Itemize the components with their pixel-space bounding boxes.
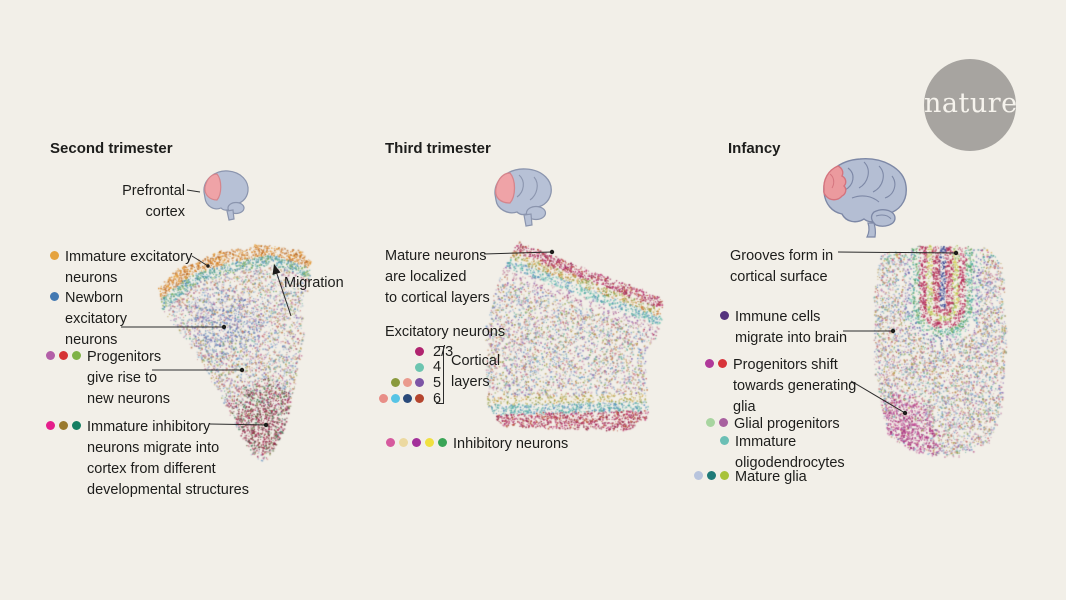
legend-dot [50, 292, 59, 301]
grooves-label: Grooves form in cortical surface [730, 248, 834, 286]
legend-item-mature-glia: Mature glia [694, 467, 807, 488]
legend-item-inhibitory-neurons: Inhibitory neurons [386, 434, 568, 455]
legend-dot [720, 471, 729, 480]
legend-dot [720, 311, 729, 320]
brain-icon-second-trimester [203, 170, 249, 221]
legend-dot [415, 394, 424, 404]
tissue-scatter-third-trimester [477, 238, 665, 434]
legend-dot [46, 351, 55, 360]
legend-dot [719, 418, 728, 427]
legend-dot [694, 471, 703, 480]
prefrontal-cortex-label: Prefrontal cortex [122, 183, 185, 221]
tissue-scatter-infancy [866, 241, 1014, 463]
legend-dot [705, 359, 714, 368]
legend-dot [391, 378, 400, 388]
legend-dot [379, 394, 388, 404]
legend-dot [707, 471, 716, 480]
legend-dot [718, 359, 727, 368]
legend-dot [386, 438, 395, 447]
legend-dot [403, 378, 412, 388]
legend-label: Progenitors shift towards generating gli… [733, 357, 857, 416]
legend-label: Mature glia [735, 469, 807, 485]
legend-dot [72, 421, 81, 430]
layer-row-4: 4 [378, 359, 453, 376]
legend-dot [59, 421, 68, 430]
nature-logo: nature [924, 59, 1018, 151]
legend-label: Immune cells migrate into brain [735, 309, 848, 347]
legend-dot [59, 351, 68, 360]
excitatory-neurons-header: Excitatory neurons [385, 324, 506, 340]
legend-dot [391, 394, 400, 404]
panel-title-third-trimester: Third trimester [385, 140, 491, 157]
legend-dot [720, 436, 729, 445]
migration-label: Migration [284, 275, 344, 291]
legend-dot [706, 418, 715, 427]
legend-item-glial-progenitors: Glial progenitors [706, 414, 840, 435]
legend-dot [46, 421, 55, 430]
legend-dot [438, 438, 447, 447]
panel-title-infancy: Infancy [728, 140, 781, 157]
legend-dot [412, 438, 421, 447]
layer-number: 4 [433, 359, 442, 376]
legend-dot [72, 351, 81, 360]
legend-dot [425, 438, 434, 447]
layer-row-6: 6 [378, 391, 453, 407]
cortical-layers-bracket [436, 346, 444, 404]
legend-item-progenitors-shift: Progenitors shift towards generating gli… [705, 355, 856, 418]
legend-item-immune-cells: Immune cells migrate into brain [720, 307, 847, 349]
legend-item-immature-oligodendrocytes: Immature oligodendrocytes [720, 432, 845, 474]
panel-title-second-trimester: Second trimester [50, 140, 173, 157]
legend-item-newborn-excitatory: Newborn excitatory neurons [50, 288, 127, 351]
legend-label: Newborn excitatory neurons [65, 290, 128, 349]
legend-label: Glial progenitors [734, 416, 840, 432]
legend-dot [403, 394, 412, 404]
layer-number: 5 [433, 374, 442, 391]
layer-row-5: 5 [378, 375, 453, 391]
legend-item-progenitors: Progenitors give rise to new neurons [46, 347, 170, 410]
legend-dot [415, 378, 424, 388]
layer-number: 6 [433, 390, 442, 407]
legend-dot [50, 251, 59, 260]
legend-label: Progenitors give rise to new neurons [87, 349, 171, 408]
legend-label: Immature inhibitory neurons migrate into… [87, 419, 249, 499]
cortical-layers-legend: 2/3 4 5 6 [378, 344, 453, 407]
mature-neurons-label: Mature neurons are localized to cortical… [385, 248, 490, 307]
legend-label: Immature excitatory neurons [65, 249, 193, 287]
legend-label: Immature oligodendrocytes [735, 434, 845, 472]
tissue-scatter-second-trimester [152, 236, 322, 464]
legend-dot [415, 362, 424, 372]
legend-dot [415, 347, 424, 357]
legend-item-immature-excitatory: Immature excitatory neurons [50, 247, 192, 289]
brain-icon-infancy [823, 158, 907, 238]
brain-icon-third-trimester [494, 168, 552, 227]
cortical-layers-label: Cortical layers [451, 353, 501, 391]
legend-label: Inhibitory neurons [453, 436, 569, 452]
legend-dot [399, 438, 408, 447]
nature-logo-text: nature [924, 88, 1018, 119]
legend-item-immature-inhibitory: Immature inhibitory neurons migrate into… [46, 417, 249, 501]
